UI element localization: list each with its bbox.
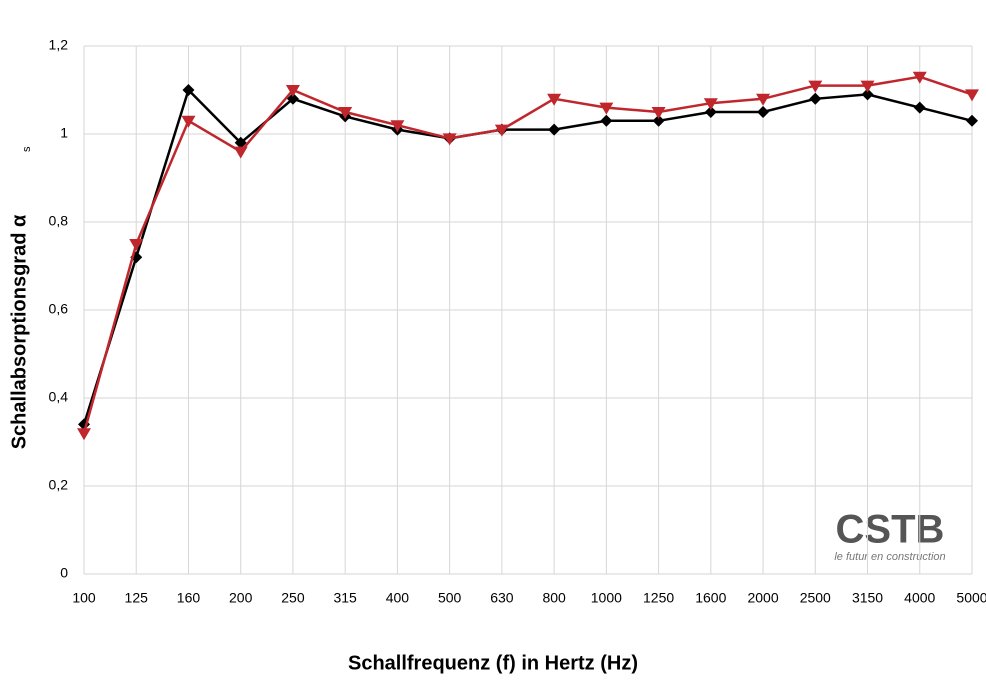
marker xyxy=(965,89,979,102)
marker xyxy=(703,98,718,111)
y-tick-label: 1,2 xyxy=(49,37,69,53)
x-tick-label: 3150 xyxy=(852,590,883,606)
x-tick-label: 5000 xyxy=(956,590,986,606)
marker xyxy=(129,239,144,251)
marker xyxy=(757,106,770,118)
x-tick-label: 500 xyxy=(438,590,462,606)
marker xyxy=(234,136,247,149)
marker xyxy=(390,120,405,133)
marker xyxy=(860,80,875,93)
x-tick-label: 1250 xyxy=(643,590,674,606)
x-tick-label: 400 xyxy=(386,590,410,606)
marker xyxy=(77,428,91,441)
x-tick-label: 100 xyxy=(72,590,96,606)
y-tick-label: 0,6 xyxy=(49,301,69,317)
x-tick-label: 4000 xyxy=(904,590,935,606)
marker xyxy=(285,85,300,97)
x-tick-label: 2500 xyxy=(800,590,831,606)
x-tick-label: 250 xyxy=(281,590,305,606)
marker xyxy=(704,106,717,118)
x-tick-label: 1000 xyxy=(591,590,622,606)
marker xyxy=(809,92,822,105)
grid xyxy=(83,45,973,575)
x-tick-label: 800 xyxy=(542,590,566,606)
marker xyxy=(912,71,927,84)
marker xyxy=(808,80,823,93)
marker xyxy=(966,114,978,127)
marker xyxy=(756,93,771,106)
x-tick-label: 1600 xyxy=(695,590,726,606)
x-tick-label: 200 xyxy=(229,590,253,606)
marker xyxy=(861,88,874,101)
marker xyxy=(494,124,509,137)
y-tick-label: 0,2 xyxy=(49,477,69,493)
y-axis-title-group: Schallabsorptionsgrad α s xyxy=(8,146,33,449)
x-tick-label: 2000 xyxy=(747,590,778,606)
series-line xyxy=(82,87,973,425)
y-tick-label: 0,8 xyxy=(49,213,69,229)
y-axis-title-sub: s xyxy=(21,146,33,152)
marker xyxy=(442,133,457,146)
logo-title: CSTB xyxy=(836,508,945,552)
series-line xyxy=(82,75,973,434)
x-tick-label: 630 xyxy=(490,590,514,606)
marker xyxy=(338,107,353,119)
y-tick-label: 1 xyxy=(60,125,68,141)
logo-tagline: le futur en construction xyxy=(834,551,945,563)
marker xyxy=(651,107,666,119)
marker xyxy=(181,115,196,128)
y-axis-title: Schallabsorptionsgrad α xyxy=(8,214,30,449)
marker xyxy=(182,84,195,96)
marker xyxy=(599,102,614,115)
marker xyxy=(600,114,613,127)
marker xyxy=(652,114,665,127)
marker xyxy=(233,146,248,159)
y-tick-label: 0,4 xyxy=(49,389,69,405)
marker xyxy=(547,93,562,106)
x-axis-title: Schallfrequenz (f) in Hertz (Hz) xyxy=(348,652,638,674)
x-tick-label: 125 xyxy=(125,590,149,606)
x-tick-label: 160 xyxy=(177,590,201,606)
marker xyxy=(548,123,561,136)
marker xyxy=(286,92,299,105)
marker xyxy=(913,101,926,114)
x-tick-label: 315 xyxy=(333,590,357,606)
y-tick-label: 0 xyxy=(60,565,68,581)
marker xyxy=(130,251,143,264)
